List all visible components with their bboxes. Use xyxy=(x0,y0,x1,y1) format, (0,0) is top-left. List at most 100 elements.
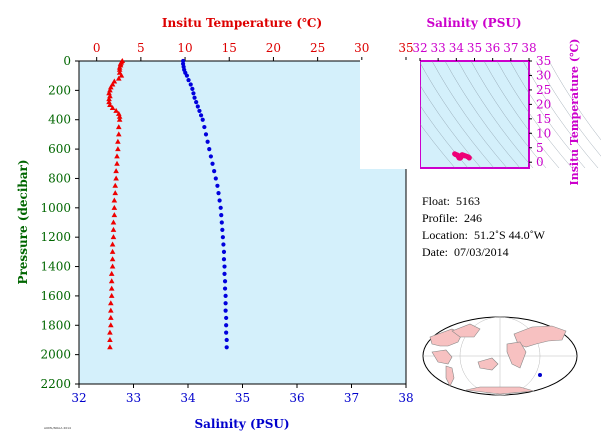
map-continents xyxy=(429,323,567,395)
temperature-point xyxy=(115,110,122,116)
salinity-point xyxy=(223,293,228,299)
salinity-point xyxy=(190,86,195,91)
temperature-point xyxy=(113,107,119,113)
profile-label: Profile: xyxy=(422,211,458,225)
salinity-point xyxy=(222,264,227,269)
temperature-axis-ticks: 0 5 10 15 20 25 30 35 xyxy=(93,41,414,61)
pressure-tick-label: 1600 xyxy=(40,289,71,303)
ts-temperature-tick-label: 5 xyxy=(536,141,544,155)
salinity-point xyxy=(224,315,229,321)
pressure-axis-title: Pressure (decibar) xyxy=(16,159,30,284)
temperature-point xyxy=(107,87,113,93)
salinity-point xyxy=(224,337,229,343)
pressure-tick-label: 1200 xyxy=(40,230,71,244)
salinity-point xyxy=(205,139,210,144)
temperature-point xyxy=(111,204,118,210)
salinity-point xyxy=(224,330,229,335)
salinity-point xyxy=(217,198,222,203)
density-contour xyxy=(548,60,601,141)
contour-mask xyxy=(360,60,420,169)
temperature-point xyxy=(112,190,119,196)
salinity-point xyxy=(218,205,223,210)
temperature-point xyxy=(108,285,115,291)
float-info-panel: Float: 5163 Profile: 246 Location: 51.2˚S 4… xyxy=(422,194,545,260)
salinity-axis-ticks: 32 33 34 35 36 37 38 xyxy=(71,384,414,405)
temperature-point xyxy=(115,75,122,81)
salinity-point xyxy=(222,271,227,276)
footer-credit: AOML/NOAA 2014 xyxy=(44,426,71,430)
salinity-point xyxy=(215,183,220,188)
temperature-point xyxy=(106,99,112,105)
profile-plot-background xyxy=(78,60,407,385)
temperature-point xyxy=(114,160,120,166)
temperature-point xyxy=(115,138,121,144)
float-value: 5163 xyxy=(456,194,481,208)
salinity-axis-title: Salinity (PSU) xyxy=(194,417,289,431)
float-location-marker xyxy=(538,373,542,377)
ts-salinity-ticks: 32 33 34 35 36 37 38 xyxy=(412,41,537,61)
temperature-tick-label: 20 xyxy=(266,41,281,55)
density-contour xyxy=(470,60,547,169)
temperature-tick-label: 25 xyxy=(310,41,325,55)
temperature-point xyxy=(107,329,113,335)
temperature-point xyxy=(114,153,120,159)
ts-salinity-title: Salinity (PSU) xyxy=(426,16,521,30)
world-map xyxy=(422,316,578,396)
density-contour xyxy=(431,60,508,169)
density-contour xyxy=(522,60,599,169)
ts-temperature-tick-label: 15 xyxy=(536,112,551,126)
temperature-point xyxy=(106,96,112,102)
temperature-point xyxy=(108,278,115,284)
salinity-point xyxy=(198,113,204,118)
temperature-point xyxy=(108,292,115,298)
pressure-tick-label: 400 xyxy=(48,113,71,127)
salinity-point xyxy=(219,220,224,225)
density-contour xyxy=(444,60,521,169)
location-row: Location: 51.2˚S 44.0˚W xyxy=(422,228,545,243)
salinity-point xyxy=(224,345,229,350)
ts-temperature-tick-label: 30 xyxy=(536,68,551,82)
temperature-point xyxy=(109,263,116,269)
salinity-series xyxy=(180,58,229,350)
salinity-point xyxy=(210,161,215,166)
salinity-point xyxy=(207,146,212,152)
temperature-point xyxy=(107,336,113,342)
salinity-tick-label: 33 xyxy=(126,391,141,405)
temperature-point xyxy=(110,234,117,240)
temperature-point xyxy=(108,322,114,328)
salinity-point xyxy=(224,323,229,328)
temperature-tick-label: 35 xyxy=(398,41,413,55)
ts-point xyxy=(466,155,472,161)
salinity-tick-label: 34 xyxy=(180,391,196,405)
pressure-axis-ticks: 0 200 400 600 800 1000 1200 1400 1600 1800 2000 220… xyxy=(40,54,79,391)
salinity-point xyxy=(221,257,227,262)
pressure-tick-label: 1800 xyxy=(40,318,71,332)
temperature-point xyxy=(107,102,113,108)
temperature-point xyxy=(113,168,119,174)
salinity-point xyxy=(212,169,217,174)
salinity-point xyxy=(223,308,228,313)
temperature-point xyxy=(115,146,121,152)
density-contour xyxy=(418,60,495,169)
temperature-point xyxy=(111,197,118,203)
temperature-point xyxy=(108,307,114,313)
location-value: 51.2˚S 44.0˚W xyxy=(473,228,545,242)
salinity-tick-label: 32 xyxy=(71,391,86,405)
ts-temperature-tick-label: 25 xyxy=(536,83,551,97)
temperature-point xyxy=(109,241,116,247)
temperature-tick-label: 0 xyxy=(93,41,101,55)
salinity-point xyxy=(220,235,225,240)
salinity-point xyxy=(195,104,200,109)
temperature-tick-label: 10 xyxy=(177,41,192,55)
ts-temperature-title: Insitu Temperature (℃) xyxy=(568,39,581,186)
temperature-tick-label: 5 xyxy=(137,41,145,55)
temperature-point xyxy=(111,212,118,218)
date-label: Date: xyxy=(422,245,448,259)
temperature-point xyxy=(109,256,116,262)
temperature-point xyxy=(108,270,115,276)
temperature-tick-label: 30 xyxy=(354,41,369,55)
temperature-point xyxy=(110,226,117,232)
pressure-tick-label: 600 xyxy=(48,142,71,156)
salinity-point xyxy=(216,191,221,196)
ts-salinity-tick-label: 37 xyxy=(503,41,518,55)
